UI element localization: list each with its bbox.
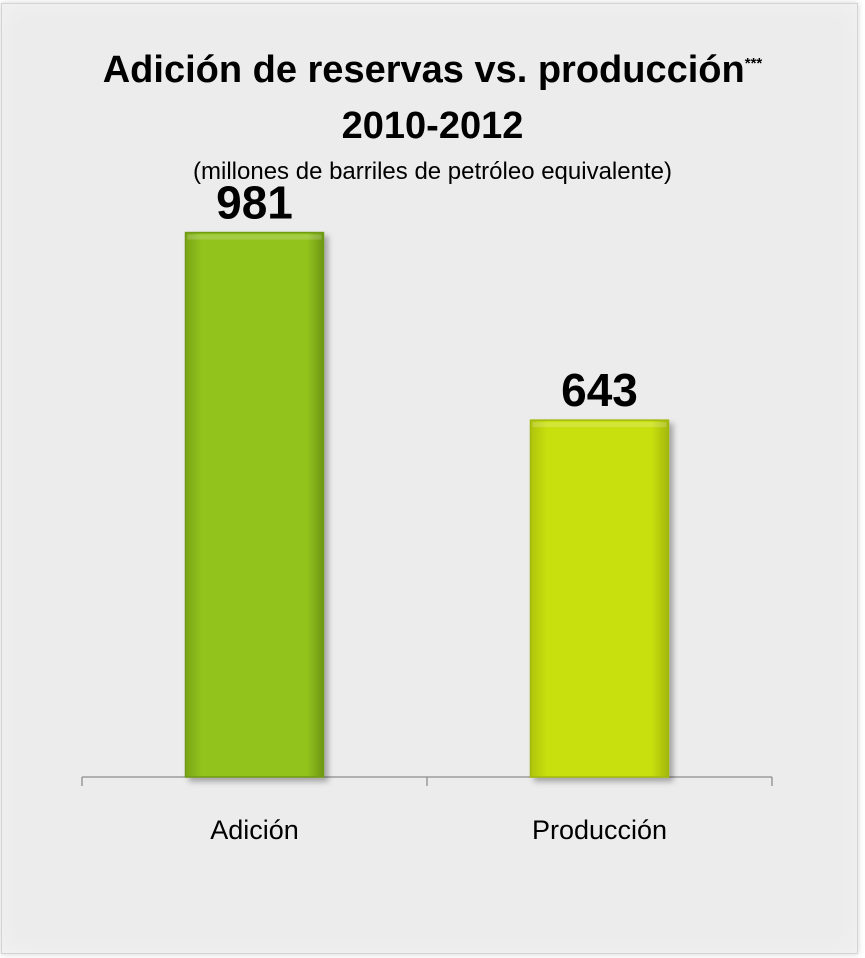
bar-adici-n — [184, 231, 325, 778]
chart-title-superscript: *** — [744, 55, 763, 72]
bar-value-label: 643 — [561, 364, 638, 416]
chart-title-text: Adición de reservas vs. producción — [102, 49, 745, 91]
x-axis-category-label: Producción — [532, 815, 667, 845]
bar-producci-n — [529, 419, 670, 778]
chart-subtitle: (millones de barriles de petróleo equiva… — [193, 158, 672, 185]
bar-highlight — [532, 422, 667, 428]
plot-area: 981 Adición 643 Producción — [81, 177, 773, 845]
chart-frame — [1, 3, 858, 954]
bar-highlight — [187, 234, 322, 240]
x-axis-category-label: Adición — [210, 815, 299, 845]
bar-value-label: 981 — [216, 177, 293, 229]
chart-title: Adición de reservas vs. producción*** — [0, 48, 865, 92]
chart-title-years: 2010-2012 — [341, 105, 524, 147]
